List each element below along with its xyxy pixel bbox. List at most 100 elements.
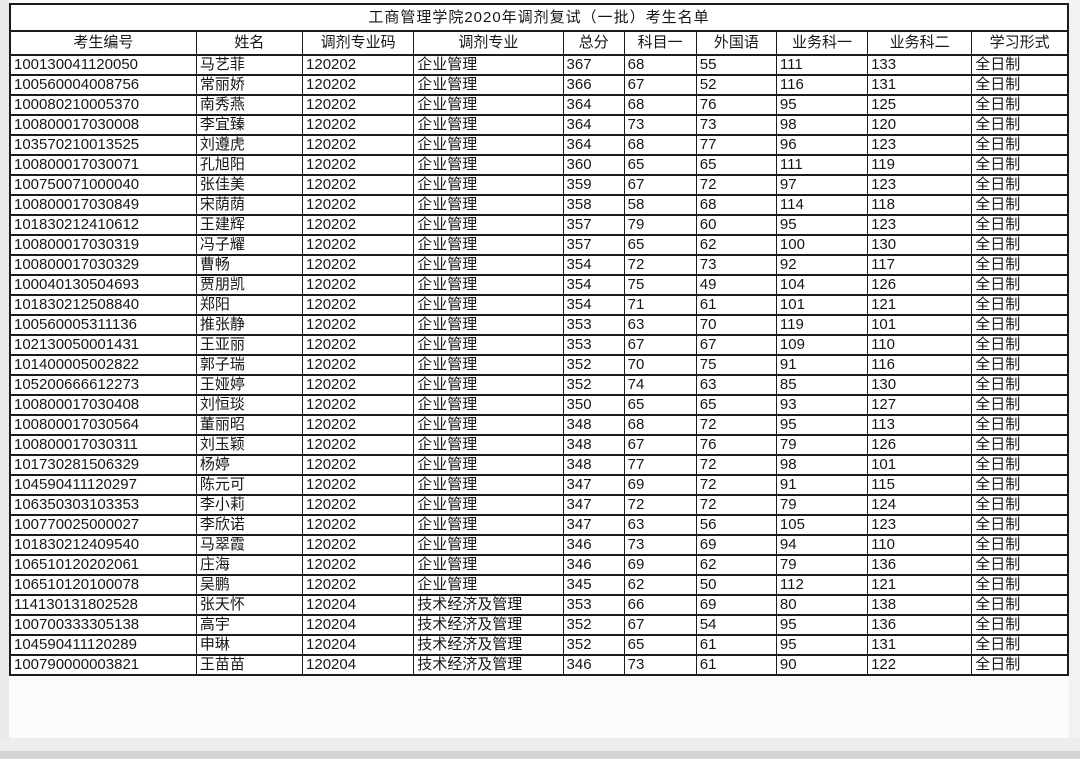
cell-study-mode: 全日制 [971, 94, 1069, 116]
cell-candidate-id: 100750071000040 [9, 174, 197, 196]
cell-candidate-id: 100800017030071 [9, 154, 197, 176]
table-row: 100080210005370 南秀燕 120202 企业管理 364 68 76 95 125… [9, 94, 1069, 116]
cell-foreign-language: 69 [695, 534, 777, 556]
cell-candidate-id: 106510120100078 [9, 574, 197, 596]
column-header-total-score: 总分 [562, 30, 625, 56]
cell-business-subject-one: 95 [775, 94, 869, 116]
cell-business-subject-two: 101 [867, 314, 973, 336]
cell-major: 企业管理 [413, 194, 564, 216]
cell-total-score: 360 [562, 154, 625, 176]
cell-name: 曹畅 [195, 254, 304, 276]
cell-study-mode: 全日制 [971, 254, 1069, 276]
table-row: 100800017030564 董丽昭 120202 企业管理 348 68 72 95 113… [9, 414, 1069, 436]
cell-name: 高宇 [195, 614, 304, 636]
cell-candidate-id: 100560004008756 [9, 74, 197, 96]
cell-total-score: 345 [562, 574, 625, 596]
column-header-business-subject-two: 业务科二 [867, 30, 973, 56]
cell-business-subject-one: 95 [775, 214, 869, 236]
cell-foreign-language: 73 [695, 254, 777, 276]
table-row: 100770025000027 李欣诺 120202 企业管理 347 63 56 105 12… [9, 514, 1069, 536]
cell-name: 吴鹏 [195, 574, 304, 596]
cell-candidate-id: 101730281506329 [9, 454, 197, 476]
cell-business-subject-one: 109 [775, 334, 869, 356]
cell-major: 企业管理 [413, 514, 564, 536]
cell-major-code: 120204 [302, 594, 415, 616]
cell-name: 王苗苗 [195, 654, 304, 676]
cell-candidate-id: 100800017030564 [9, 414, 197, 436]
cell-subject-one: 68 [623, 94, 697, 116]
cell-business-subject-two: 136 [867, 614, 973, 636]
cell-major: 企业管理 [413, 474, 564, 496]
table-row: 100800017030849 宋荫荫 120202 企业管理 358 58 68 114 11… [9, 194, 1069, 216]
cell-name: 王建辉 [195, 214, 304, 236]
cell-study-mode: 全日制 [971, 214, 1069, 236]
cell-subject-one: 66 [623, 594, 697, 616]
cell-subject-one: 74 [623, 374, 697, 396]
cell-total-score: 366 [562, 74, 625, 96]
cell-major: 企业管理 [413, 554, 564, 576]
cell-business-subject-two: 101 [867, 454, 973, 476]
cell-name: 申琳 [195, 634, 304, 656]
cell-foreign-language: 72 [695, 414, 777, 436]
cell-major-code: 120202 [302, 214, 415, 236]
table-row: 105200666612273 王娅婷 120202 企业管理 352 74 63 85 130… [9, 374, 1069, 396]
table-row: 106510120202061 庄海 120202 企业管理 346 69 62 79 136 全… [9, 554, 1069, 576]
cell-subject-one: 73 [623, 534, 697, 556]
cell-business-subject-two: 121 [867, 294, 973, 316]
cell-candidate-id: 104590411120297 [9, 474, 197, 496]
cell-name: 郭子瑞 [195, 354, 304, 376]
cell-candidate-id: 100040130504693 [9, 274, 197, 296]
table-row: 100800017030008 李宜臻 120202 企业管理 364 73 73 98 120… [9, 114, 1069, 136]
cell-major-code: 120202 [302, 374, 415, 396]
table-row: 100800017030329 曹畅 120202 企业管理 354 72 73 92 117 全… [9, 254, 1069, 276]
cell-study-mode: 全日制 [971, 194, 1069, 216]
cell-major: 企业管理 [413, 314, 564, 336]
cell-study-mode: 全日制 [971, 334, 1069, 356]
header-row: 考生编号 姓名 调剂专业码 调剂专业 总分 科目一 外国语 业务科一 业务科二 学习形式 [9, 30, 1069, 56]
cell-business-subject-one: 105 [775, 514, 869, 536]
cell-subject-one: 63 [623, 514, 697, 536]
cell-total-score: 353 [562, 314, 625, 336]
cell-major: 企业管理 [413, 234, 564, 256]
cell-major: 企业管理 [413, 154, 564, 176]
table-row: 101830212410612 王建辉 120202 企业管理 357 79 60 95 123… [9, 214, 1069, 236]
cell-major: 企业管理 [413, 454, 564, 476]
table-row: 101830212409540 马翠霞 120202 企业管理 346 73 69 94 110… [9, 534, 1069, 556]
cell-foreign-language: 61 [695, 654, 777, 676]
cell-business-subject-two: 115 [867, 474, 973, 496]
cell-candidate-id: 100800017030319 [9, 234, 197, 256]
cell-total-score: 347 [562, 474, 625, 496]
cell-study-mode: 全日制 [971, 434, 1069, 456]
cell-candidate-id: 106510120202061 [9, 554, 197, 576]
table-row: 106510120100078 吴鹏 120202 企业管理 345 62 50 112 121… [9, 574, 1069, 596]
cell-major: 技术经济及管理 [413, 654, 564, 676]
cell-name: 李小莉 [195, 494, 304, 516]
cell-foreign-language: 52 [695, 74, 777, 96]
cell-business-subject-one: 112 [775, 574, 869, 596]
cell-business-subject-two: 131 [867, 634, 973, 656]
cell-candidate-id: 106350303103353 [9, 494, 197, 516]
page-bottom-shadow [0, 751, 1080, 759]
column-header-major-code: 调剂专业码 [302, 30, 415, 56]
cell-business-subject-one: 80 [775, 594, 869, 616]
cell-business-subject-one: 104 [775, 274, 869, 296]
cell-study-mode: 全日制 [971, 174, 1069, 196]
cell-subject-one: 65 [623, 634, 697, 656]
cell-name: 王娅婷 [195, 374, 304, 396]
cell-major-code: 120202 [302, 354, 415, 376]
cell-business-subject-one: 111 [775, 154, 869, 176]
cell-subject-one: 68 [623, 54, 697, 76]
cell-foreign-language: 63 [695, 374, 777, 396]
table-row: 100130041120050 马艺菲 120202 企业管理 367 68 55 111 13… [9, 54, 1069, 76]
cell-candidate-id: 100700333305138 [9, 614, 197, 636]
cell-candidate-id: 100770025000027 [9, 514, 197, 536]
cell-total-score: 352 [562, 374, 625, 396]
cell-total-score: 364 [562, 114, 625, 136]
cell-total-score: 364 [562, 94, 625, 116]
cell-business-subject-one: 95 [775, 414, 869, 436]
cell-major: 企业管理 [413, 94, 564, 116]
cell-foreign-language: 68 [695, 194, 777, 216]
column-header-foreign-language: 外国语 [695, 30, 777, 56]
cell-business-subject-one: 91 [775, 474, 869, 496]
cell-foreign-language: 65 [695, 154, 777, 176]
